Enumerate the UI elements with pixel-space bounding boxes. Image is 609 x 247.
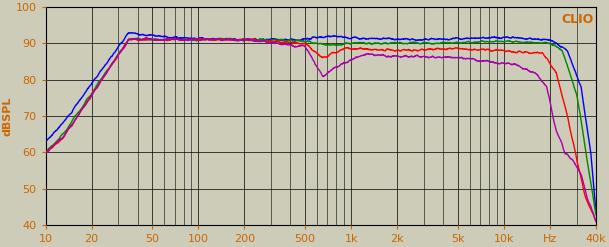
Text: CLIO: CLIO bbox=[561, 13, 593, 26]
Y-axis label: dBSPL: dBSPL bbox=[3, 96, 13, 136]
